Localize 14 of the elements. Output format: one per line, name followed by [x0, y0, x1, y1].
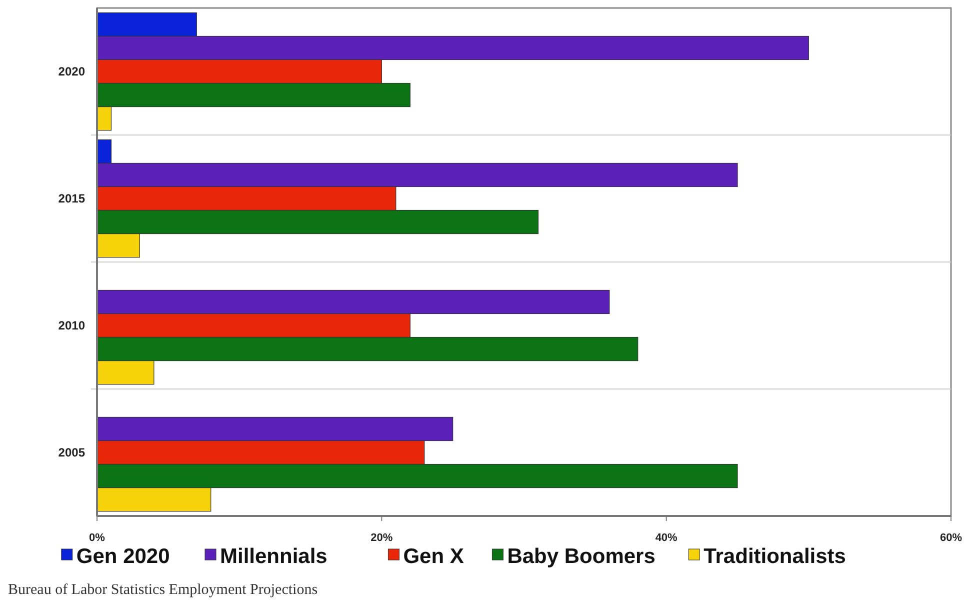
x-tick-label: 20%	[370, 532, 393, 544]
x-tick-label: 60%	[940, 532, 962, 544]
x-tick-label: 40%	[655, 532, 678, 544]
legend-label: Gen X	[403, 545, 464, 568]
y-tick-label: 2005	[58, 446, 86, 460]
legend-label: Traditionalists	[704, 545, 846, 568]
legend-label: Gen 2020	[76, 545, 170, 568]
y-tick-label: 2015	[58, 192, 86, 206]
y-tick-label: 2020	[58, 64, 86, 78]
legend-label: Millennials	[220, 545, 328, 568]
x-tick-label: 0%	[89, 532, 106, 544]
legend-label: Baby Boomers	[507, 545, 656, 568]
text: Bureau of Labor Statistics Employment Projections	[8, 582, 318, 598]
y-tick-label: 2010	[58, 318, 86, 332]
